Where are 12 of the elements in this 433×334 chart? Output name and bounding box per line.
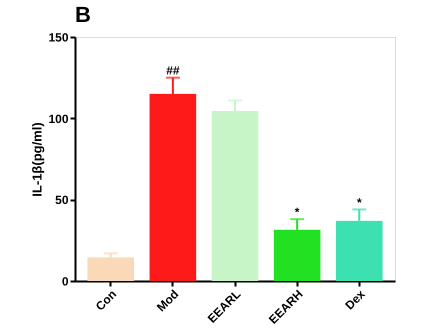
bar [87, 257, 134, 281]
x-tick-label: Con [92, 287, 120, 314]
y-tick-label: 0 [62, 274, 69, 288]
annotation: ## [166, 64, 180, 78]
y-tick-label: 150 [48, 30, 69, 44]
annotation: * [356, 195, 362, 210]
annotation: * [294, 205, 300, 220]
y-tick-label: 50 [55, 193, 69, 208]
chart-title: B [75, 2, 91, 27]
y-tick-label: 100 [48, 112, 69, 126]
y-axis-title: IL-1β(pg/ml) [29, 122, 44, 197]
x-tick-label: Dex [342, 286, 368, 313]
